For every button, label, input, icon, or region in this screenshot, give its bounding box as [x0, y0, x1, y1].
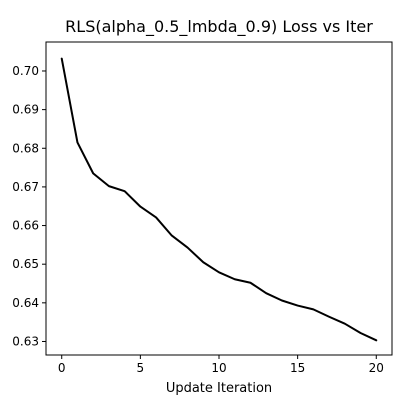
x-tick-label: 10: [211, 361, 226, 375]
y-tick-label: 0.64: [12, 296, 39, 310]
y-tick-label: 0.67: [12, 180, 39, 194]
y-tick-label: 0.66: [12, 219, 39, 233]
x-axis: 0 5 10 15 20: [58, 355, 384, 375]
x-axis-label: Update Iteration: [166, 381, 272, 396]
x-tick-label: 5: [137, 361, 145, 375]
y-tick-label: 0.68: [12, 141, 39, 155]
y-tick-label: 0.69: [12, 103, 39, 117]
loss-series-line: [60, 57, 378, 342]
y-tick-label: 0.65: [12, 257, 39, 271]
chart-title: RLS(alpha_0.5_lmbda_0.9) Loss vs Iter: [65, 17, 373, 37]
x-tick-label: 0: [58, 361, 66, 375]
y-tick-label: 0.63: [12, 334, 39, 348]
y-tick-label: 0.70: [12, 64, 39, 78]
x-tick-label: 15: [290, 361, 305, 375]
y-axis: 0.63 0.64 0.65 0.66 0.67 0.68 0.69 0.70: [12, 64, 46, 348]
plot-frame: [45, 41, 393, 356]
x-tick-label: 20: [369, 361, 384, 375]
